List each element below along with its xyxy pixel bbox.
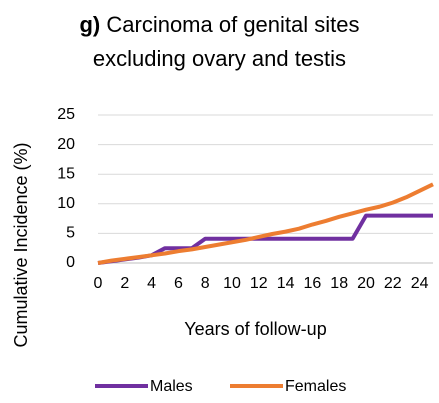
y-tick-label: 20 [57, 136, 75, 153]
x-tick-label: 2 [120, 275, 129, 292]
x-tick-label: 10 [223, 275, 241, 292]
x-tick-label: 6 [174, 275, 183, 292]
y-tick-label: 5 [66, 225, 75, 242]
x-tick-label: 8 [201, 275, 210, 292]
y-tick-label: 25 [57, 106, 75, 123]
x-tick-label: 12 [250, 275, 268, 292]
x-tick-label: 16 [304, 275, 322, 292]
x-tick-label: 22 [384, 275, 402, 292]
y-tick-label: 10 [57, 195, 75, 212]
legend-label: Females [285, 378, 346, 395]
x-tick-label: 24 [411, 275, 429, 292]
panel-label: g) [79, 12, 101, 37]
title-text: Carcinoma of genital sites excluding ova… [92, 12, 360, 71]
y-tick-label: 15 [57, 165, 75, 182]
y-tick-label: 0 [66, 254, 75, 271]
x-tick-label: 4 [147, 275, 156, 292]
x-axis-label: Years of follow-up [184, 319, 326, 339]
series-line [97, 182, 434, 265]
legend-label: Males [150, 378, 193, 395]
chart-title: g) Carcinoma of genital sites excluding … [0, 8, 439, 76]
x-tick-label: 20 [357, 275, 375, 292]
x-tick-label: 0 [94, 275, 103, 292]
x-tick-label: 14 [277, 275, 295, 292]
y-axis-label: Cumulative Incidence (%) [11, 142, 31, 347]
x-tick-label: 18 [330, 275, 348, 292]
